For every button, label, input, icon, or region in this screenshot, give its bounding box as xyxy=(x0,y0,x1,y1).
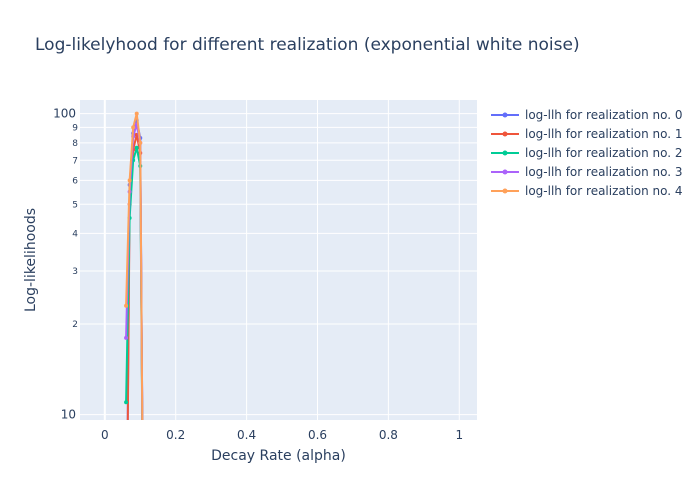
y-minor-tick-label: 7 xyxy=(72,156,78,166)
legend-item[interactable]: log-llh for realization no. 4 xyxy=(491,184,683,198)
x-tick-label: 0.8 xyxy=(379,428,398,442)
legend-item[interactable]: log-llh for realization no. 3 xyxy=(491,165,683,179)
data-point xyxy=(124,400,129,405)
x-tick-label: 0.6 xyxy=(308,428,327,442)
legend[interactable]: log-llh for realization no. 0 log-llh for… xyxy=(491,108,683,198)
legend-swatch-marker xyxy=(502,131,508,137)
y-axis-ticks: 10 100 2 3 4 5 6 7 8 9 xyxy=(53,107,78,422)
y-minor-tick-label: 8 xyxy=(72,139,78,149)
series-line xyxy=(125,112,144,420)
y-tick-label: 10 xyxy=(61,408,76,422)
plot-area xyxy=(80,100,477,420)
legend-label: log-llh for realization no. 1 xyxy=(525,127,683,141)
y-minor-tick-label: 6 xyxy=(72,176,78,186)
y-minor-tick-label: 4 xyxy=(72,229,78,239)
series-realization-4 xyxy=(124,111,144,420)
x-axis-ticks: 0 0.2 0.4 0.6 0.8 1 xyxy=(101,428,463,442)
legend-label: log-llh for realization no. 3 xyxy=(525,165,683,179)
data-point xyxy=(131,125,136,130)
data-point xyxy=(127,178,132,183)
y-minor-tick-label: 3 xyxy=(72,267,78,277)
x-tick-label: 0 xyxy=(101,428,109,442)
series-layer xyxy=(124,111,144,420)
y-tick-label: 100 xyxy=(53,107,76,121)
y-minor-tick-label: 9 xyxy=(72,123,78,133)
legend-swatch-marker xyxy=(502,112,508,118)
x-tick-label: 0.2 xyxy=(166,428,185,442)
data-point xyxy=(124,335,129,340)
legend-swatch-marker xyxy=(502,150,508,156)
data-point xyxy=(134,145,139,150)
legend-swatch-marker xyxy=(502,169,508,175)
legend-label: log-llh for realization no. 4 xyxy=(525,184,683,198)
legend-label: log-llh for realization no. 2 xyxy=(525,146,683,160)
legend-item[interactable]: log-llh for realization no. 1 xyxy=(491,127,683,141)
legend-label: log-llh for realization no. 0 xyxy=(525,108,683,122)
legend-swatch-marker xyxy=(502,188,508,194)
chart-title: Log-likelyhood for different realization… xyxy=(35,35,580,55)
y-minor-tick-label: 5 xyxy=(72,200,78,210)
data-point xyxy=(124,303,129,308)
legend-item[interactable]: log-llh for realization no. 0 xyxy=(491,108,683,122)
y-axis-title: Log-likelihoods xyxy=(23,208,39,312)
x-axis-title: Decay Rate (alpha) xyxy=(211,448,346,464)
data-point xyxy=(134,111,139,116)
data-point xyxy=(138,140,143,145)
x-tick-label: 0.4 xyxy=(237,428,256,442)
grid-lines xyxy=(80,100,477,420)
legend-item[interactable]: log-llh for realization no. 2 xyxy=(491,146,683,160)
y-minor-tick-label: 2 xyxy=(72,320,78,330)
x-tick-label: 1 xyxy=(455,428,463,442)
